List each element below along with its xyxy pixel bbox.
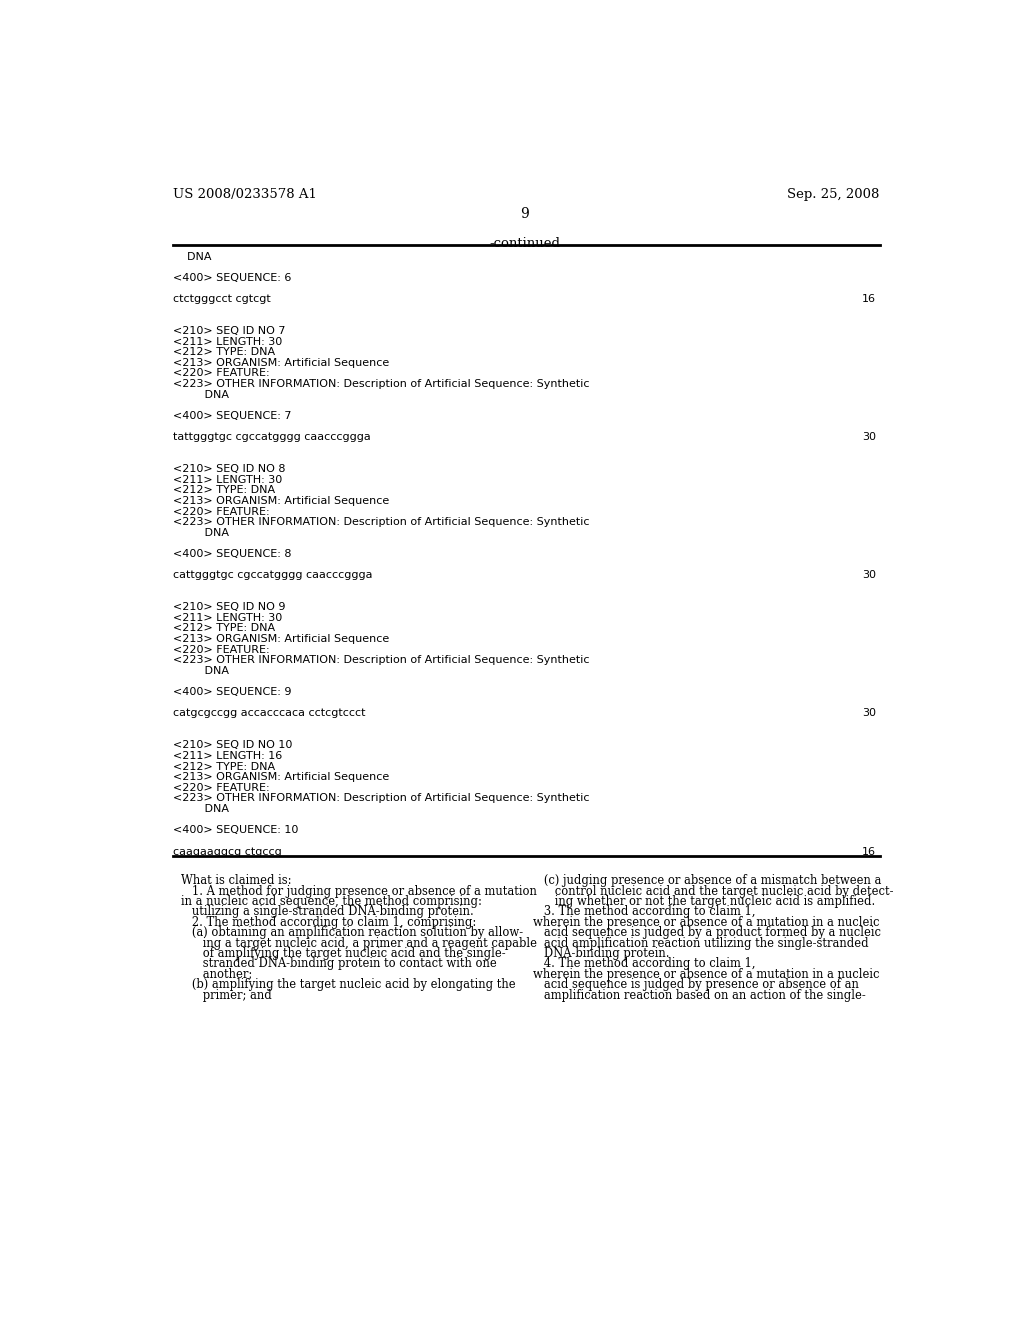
Text: <223> OTHER INFORMATION: Description of Artificial Sequence: Synthetic: <223> OTHER INFORMATION: Description of …: [173, 655, 590, 665]
Text: 4. The method according to claim 1,: 4. The method according to claim 1,: [532, 957, 755, 970]
Text: (c) judging presence or absence of a mismatch between a: (c) judging presence or absence of a mis…: [532, 874, 881, 887]
Text: wherein the presence or absence of a mutation in a nucleic: wherein the presence or absence of a mut…: [532, 916, 879, 929]
Text: <400> SEQUENCE: 9: <400> SEQUENCE: 9: [173, 688, 292, 697]
Text: <213> ORGANISM: Artificial Sequence: <213> ORGANISM: Artificial Sequence: [173, 772, 389, 783]
Text: <212> TYPE: DNA: <212> TYPE: DNA: [173, 762, 275, 772]
Text: catgcgccgg accacccaca cctcgtccct: catgcgccgg accacccaca cctcgtccct: [173, 709, 366, 718]
Text: another;: another;: [180, 968, 252, 981]
Text: <213> ORGANISM: Artificial Sequence: <213> ORGANISM: Artificial Sequence: [173, 634, 389, 644]
Text: <211> LENGTH: 30: <211> LENGTH: 30: [173, 337, 283, 347]
Text: DNA: DNA: [173, 804, 229, 814]
Text: -continued: -continued: [489, 238, 560, 249]
Text: cattgggtgc cgccatgggg caacccggga: cattgggtgc cgccatgggg caacccggga: [173, 570, 373, 581]
Text: <400> SEQUENCE: 8: <400> SEQUENCE: 8: [173, 549, 292, 560]
Text: <220> FEATURE:: <220> FEATURE:: [173, 507, 269, 516]
Text: 30: 30: [862, 570, 876, 581]
Text: <400> SEQUENCE: 7: <400> SEQUENCE: 7: [173, 411, 292, 421]
Text: DNA-binding protein.: DNA-binding protein.: [532, 946, 669, 960]
Text: of amplifying the target nucleic acid and the single-: of amplifying the target nucleic acid an…: [180, 946, 505, 960]
Text: <400> SEQUENCE: 10: <400> SEQUENCE: 10: [173, 825, 298, 836]
Text: 30: 30: [862, 432, 876, 442]
Text: in a nucleic acid sequence, the method comprising:: in a nucleic acid sequence, the method c…: [180, 895, 481, 908]
Text: <223> OTHER INFORMATION: Description of Artificial Sequence: Synthetic: <223> OTHER INFORMATION: Description of …: [173, 379, 590, 389]
Text: DNA: DNA: [173, 667, 229, 676]
Text: acid sequence is judged by a product formed by a nucleic: acid sequence is judged by a product for…: [532, 927, 881, 939]
Text: tattgggtgc cgccatgggg caacccggga: tattgggtgc cgccatgggg caacccggga: [173, 432, 371, 442]
Text: DNA: DNA: [173, 528, 229, 537]
Text: What is claimed is:: What is claimed is:: [180, 874, 291, 887]
Text: acid sequence is judged by presence or absence of an: acid sequence is judged by presence or a…: [532, 978, 858, 991]
Text: primer; and: primer; and: [180, 989, 271, 1002]
Text: US 2008/0233578 A1: US 2008/0233578 A1: [173, 187, 316, 201]
Text: DNA: DNA: [173, 389, 229, 400]
Text: <223> OTHER INFORMATION: Description of Artificial Sequence: Synthetic: <223> OTHER INFORMATION: Description of …: [173, 517, 590, 527]
Text: acid amplification reaction utilizing the single-stranded: acid amplification reaction utilizing th…: [532, 937, 868, 949]
Text: amplification reaction based on an action of the single-: amplification reaction based on an actio…: [532, 989, 865, 1002]
Text: caagaaggcg ctgccg: caagaaggcg ctgccg: [173, 846, 282, 857]
Text: <220> FEATURE:: <220> FEATURE:: [173, 783, 269, 793]
Text: 3. The method according to claim 1,: 3. The method according to claim 1,: [532, 906, 755, 919]
Text: stranded DNA-binding protein to contact with one: stranded DNA-binding protein to contact …: [180, 957, 497, 970]
Text: DNA: DNA: [173, 252, 211, 261]
Text: <210> SEQ ID NO 9: <210> SEQ ID NO 9: [173, 602, 286, 612]
Text: (a) obtaining an amplification reaction solution by allow-: (a) obtaining an amplification reaction …: [180, 927, 523, 939]
Text: Sep. 25, 2008: Sep. 25, 2008: [787, 187, 880, 201]
Text: (b) amplifying the target nucleic acid by elongating the: (b) amplifying the target nucleic acid b…: [180, 978, 515, 991]
Text: 9: 9: [520, 207, 529, 220]
Text: <210> SEQ ID NO 10: <210> SEQ ID NO 10: [173, 741, 292, 750]
Text: <212> TYPE: DNA: <212> TYPE: DNA: [173, 347, 275, 358]
Text: <213> ORGANISM: Artificial Sequence: <213> ORGANISM: Artificial Sequence: [173, 496, 389, 506]
Text: <210> SEQ ID NO 8: <210> SEQ ID NO 8: [173, 465, 286, 474]
Text: 16: 16: [862, 294, 876, 304]
Text: <211> LENGTH: 30: <211> LENGTH: 30: [173, 612, 283, 623]
Text: 30: 30: [862, 709, 876, 718]
Text: ing a target nucleic acid, a primer and a reagent capable: ing a target nucleic acid, a primer and …: [180, 937, 537, 949]
Text: 2. The method according to claim 1, comprising:: 2. The method according to claim 1, comp…: [180, 916, 476, 929]
Text: <220> FEATURE:: <220> FEATURE:: [173, 368, 269, 379]
Text: ing whether or not the target nucleic acid is amplified.: ing whether or not the target nucleic ac…: [532, 895, 874, 908]
Text: <220> FEATURE:: <220> FEATURE:: [173, 644, 269, 655]
Text: 16: 16: [862, 846, 876, 857]
Text: control nucleic acid and the target nucleic acid by detect-: control nucleic acid and the target nucl…: [532, 884, 893, 898]
Text: 1. A method for judging presence or absence of a mutation: 1. A method for judging presence or abse…: [180, 884, 537, 898]
Text: ctctgggcct cgtcgt: ctctgggcct cgtcgt: [173, 294, 270, 304]
Text: <212> TYPE: DNA: <212> TYPE: DNA: [173, 486, 275, 495]
Text: <211> LENGTH: 30: <211> LENGTH: 30: [173, 475, 283, 484]
Text: wherein the presence or absence of a mutation in a nucleic: wherein the presence or absence of a mut…: [532, 968, 879, 981]
Text: <212> TYPE: DNA: <212> TYPE: DNA: [173, 623, 275, 634]
Text: <400> SEQUENCE: 6: <400> SEQUENCE: 6: [173, 273, 291, 282]
Text: <213> ORGANISM: Artificial Sequence: <213> ORGANISM: Artificial Sequence: [173, 358, 389, 368]
Text: <211> LENGTH: 16: <211> LENGTH: 16: [173, 751, 283, 762]
Text: utilizing a single-stranded DNA-binding protein.: utilizing a single-stranded DNA-binding …: [180, 906, 473, 919]
Text: <223> OTHER INFORMATION: Description of Artificial Sequence: Synthetic: <223> OTHER INFORMATION: Description of …: [173, 793, 590, 804]
Text: <210> SEQ ID NO 7: <210> SEQ ID NO 7: [173, 326, 286, 337]
